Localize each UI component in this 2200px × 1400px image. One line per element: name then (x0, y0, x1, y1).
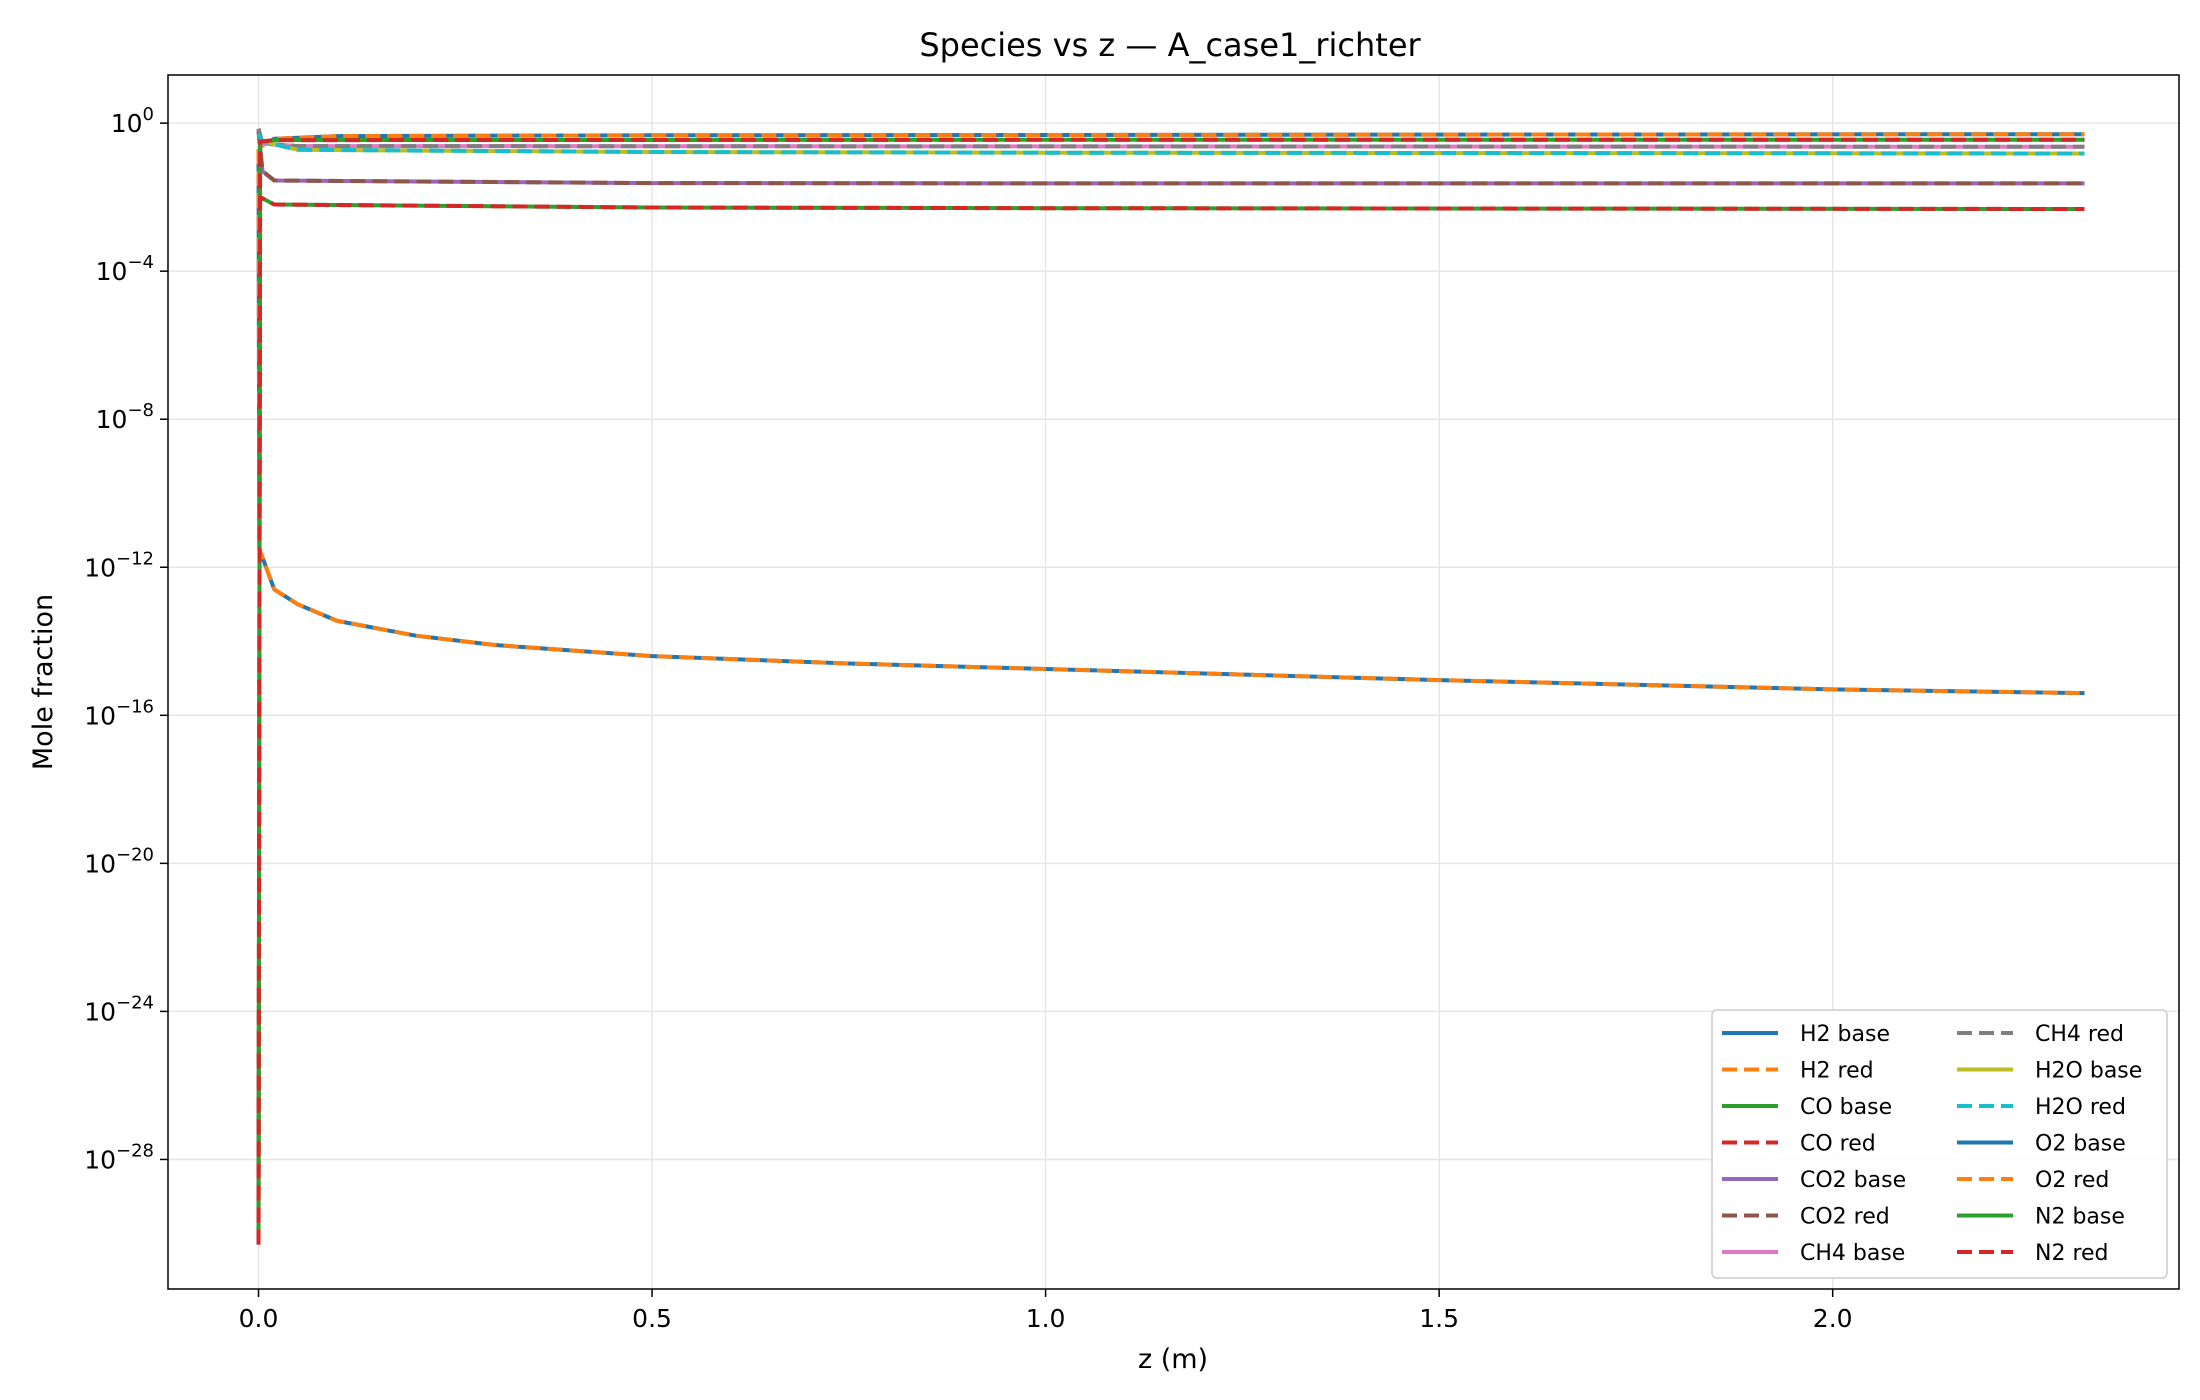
legend-entry-label: CH4 base (1800, 1241, 1905, 1266)
legend-entry-label: CO red (1800, 1132, 1876, 1157)
legend-entry-label: CO2 base (1800, 1168, 1906, 1193)
legend-entry-label: N2 red (2035, 1241, 2109, 1266)
y-tick-label: 100 (111, 104, 154, 138)
x-axis: 0.0 0.5 1.0 1.5 2.0 (239, 1289, 1853, 1333)
y-tick-base: 10 (84, 997, 116, 1026)
series-line-n2-red (256, 137, 2085, 1245)
legend-entry-label: H2 red (1800, 1059, 1874, 1084)
y-tick-label: 10−20 (84, 844, 154, 878)
y-tick-exponent: −16 (116, 696, 154, 717)
x-tick-label: 1.0 (1026, 1304, 1066, 1333)
series-line-o2-red (256, 148, 2085, 696)
x-tick-label: 1.5 (1419, 1304, 1459, 1333)
plot-frame (167, 74, 2180, 1290)
y-tick-base: 10 (84, 701, 116, 730)
y-tick-base: 10 (84, 849, 116, 878)
y-tick-label: 10−8 (96, 400, 154, 434)
x-tick-label: 0.0 (239, 1304, 279, 1333)
y-tick-exponent: −4 (127, 252, 154, 273)
y-tick-exponent: −20 (116, 844, 154, 865)
legend: H2 base H2 red CO base CO red CO2 base CO2 re… (1711, 1009, 2168, 1279)
x-tick-label: 2.0 (1813, 1304, 1853, 1333)
legend-entry-label: CO base (1800, 1095, 1892, 1120)
legend-entry-label: CH4 red (2035, 1022, 2124, 1047)
y-tick-exponent: −12 (116, 548, 154, 569)
series-layer (256, 128, 2085, 1245)
legend-box (1711, 1009, 2168, 1279)
x-axis-label: z (m) (1138, 1344, 1208, 1375)
y-tick-base: 10 (84, 1145, 116, 1174)
y-tick-exponent: −28 (116, 1140, 154, 1161)
legend-entry-label: H2 base (1800, 1022, 1890, 1047)
y-tick-label: 10−16 (84, 696, 154, 730)
legend-entry-label: H2O base (2035, 1059, 2142, 1084)
legend-entry-label: O2 red (2035, 1168, 2109, 1193)
chart-title: Species vs z — A_case1_richter (919, 26, 1421, 64)
y-tick-label: 10−12 (84, 548, 154, 582)
y-tick-label: 10−28 (84, 1140, 154, 1174)
legend-entry-label: CO2 red (1800, 1205, 1890, 1230)
y-tick-base: 10 (84, 553, 116, 582)
y-tick-exponent: 0 (143, 104, 154, 125)
y-tick-exponent: −8 (127, 400, 154, 421)
y-tick-base: 10 (111, 109, 143, 138)
y-tick-base: 10 (96, 405, 128, 434)
y-tick-base: 10 (96, 257, 128, 286)
x-tick-label: 0.5 (632, 1304, 672, 1333)
grid (168, 75, 2179, 1289)
y-tick-label: 10−4 (96, 252, 154, 286)
legend-entry-label: N2 base (2035, 1205, 2125, 1230)
y-tick-exponent: −24 (116, 992, 154, 1013)
legend-entry-label: H2O red (2035, 1095, 2126, 1120)
legend-entry-label: O2 base (2035, 1132, 2126, 1157)
y-tick-label: 10−24 (84, 992, 154, 1026)
y-axis-label: Mole fraction (28, 594, 59, 770)
